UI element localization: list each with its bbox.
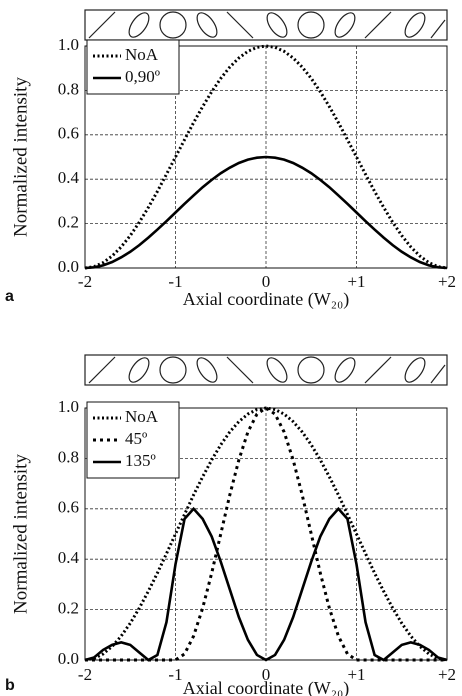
panel-label: b: [5, 677, 15, 694]
plot-frame: [84, 45, 448, 269]
polarization-strip: [84, 353, 448, 387]
legend-label: NoA: [125, 407, 159, 426]
y-axis-label: Normalized intensity: [10, 454, 31, 614]
y-tick-label: 0.6: [58, 498, 79, 517]
panel-label: a: [5, 288, 14, 305]
series-line: [85, 406, 447, 662]
series-line: [84, 155, 448, 270]
x-tick-label: -2: [78, 272, 92, 291]
y-tick-label: 0.4: [58, 168, 80, 187]
y-axis-label: Normalized intensity: [10, 77, 31, 237]
y-tick-label: 0.8: [58, 79, 79, 98]
y-tick-label: 1.0: [58, 35, 79, 54]
legend-box: [86, 39, 180, 95]
x-axis-label: Axial coordinate (W₂₀): [183, 678, 349, 696]
y-tick-label: 1.0: [58, 397, 79, 416]
legend-label: 135º: [125, 451, 156, 470]
legend-label: 0,90º: [125, 67, 160, 86]
x-tick-label: +2: [438, 272, 456, 291]
y-tick-label: 0.0: [58, 257, 79, 276]
y-tick-label: 0.6: [58, 124, 79, 143]
x-tick-label: -1: [168, 665, 182, 684]
y-tick-label: 0.0: [58, 649, 79, 668]
x-tick-label: +1: [347, 665, 365, 684]
series-line: [84, 406, 448, 662]
y-tick-label: 0.2: [58, 599, 79, 618]
series-line: [84, 506, 448, 662]
y-tick-label: 0.8: [58, 447, 79, 466]
x-tick-label: -2: [78, 665, 92, 684]
legend-label: NoA: [125, 45, 159, 64]
y-tick-label: 0.2: [58, 213, 79, 232]
polarization-strip: [84, 8, 448, 42]
y-tick-label: 0.4: [58, 548, 80, 567]
x-tick-label: 0: [262, 665, 271, 684]
legend-label: 45º: [125, 429, 147, 448]
x-tick-label: -1: [168, 272, 182, 291]
x-tick-label: 0: [262, 272, 271, 291]
x-axis-label: Axial coordinate (W₂₀): [183, 289, 349, 310]
x-tick-label: +1: [347, 272, 365, 291]
x-tick-label: +2: [438, 665, 456, 684]
